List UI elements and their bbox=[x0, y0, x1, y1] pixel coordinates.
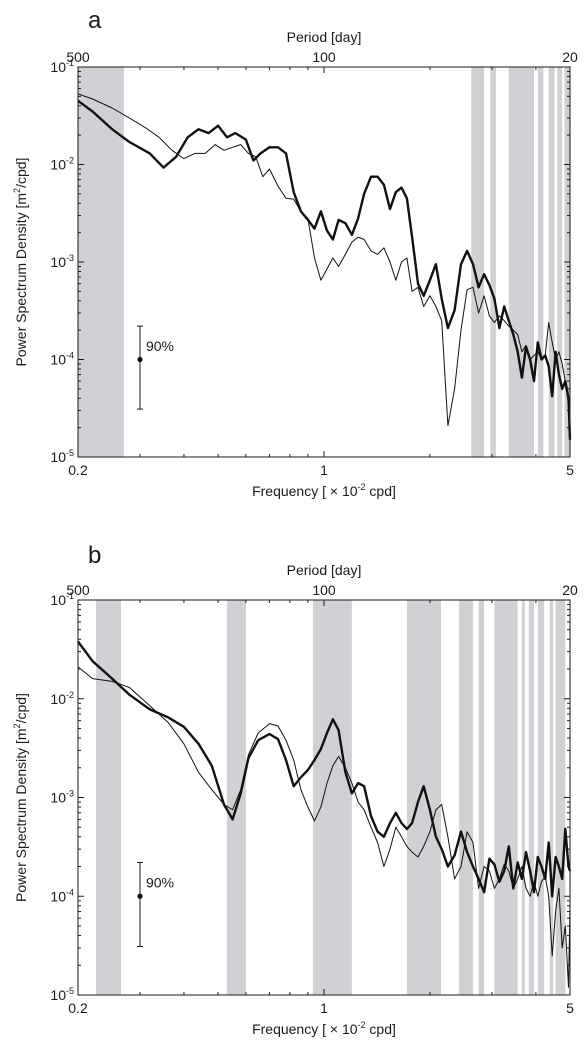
shaded-band bbox=[528, 600, 534, 995]
shaded-band bbox=[521, 600, 525, 995]
x-tick-label: 0.2 bbox=[68, 462, 88, 478]
confidence-center-dot bbox=[137, 893, 143, 899]
x-tick-label: 5 bbox=[566, 462, 574, 478]
shaded-band bbox=[78, 67, 124, 457]
shaded-band bbox=[537, 67, 544, 457]
y-tick-label: 10-3 bbox=[50, 253, 74, 270]
shaded-band bbox=[312, 600, 352, 995]
x-tick-label: 5 bbox=[566, 1000, 574, 1016]
panel-letter: a bbox=[88, 7, 102, 34]
shaded-band bbox=[459, 600, 473, 995]
period-tick-label: 100 bbox=[312, 582, 336, 598]
x-tick-label: 1 bbox=[320, 1000, 328, 1016]
y-tick-label: 10-1 bbox=[50, 58, 74, 75]
period-tick-label: 20 bbox=[562, 49, 578, 65]
y-tick-label: 10-2 bbox=[50, 156, 74, 173]
confidence-label: 90% bbox=[146, 874, 174, 890]
x-tick-label: 0.2 bbox=[68, 1000, 88, 1016]
panel-b: 10-5 10-4 10-3 10-2 10-1 0.2 1 5 500 100 20 Period … bbox=[12, 542, 578, 1037]
shaded-band bbox=[537, 600, 545, 995]
series-thin-line bbox=[77, 93, 571, 428]
confidence-center-dot bbox=[137, 356, 143, 363]
frequency-axis-title: Frequency [ × 10-2 cpd] bbox=[252, 482, 396, 499]
y-axis-title: Power Spectrum Density [m2/cpd] bbox=[12, 693, 29, 902]
panel-a: 10-5 10-4 10-3 10-2 10-1 0.2 1 5 500 100 20 Period … bbox=[12, 7, 578, 499]
shaded-band bbox=[549, 600, 554, 995]
period-tick-label: 20 bbox=[562, 582, 578, 598]
period-axis-title: Period [day] bbox=[287, 562, 362, 578]
shaded-band bbox=[508, 67, 534, 457]
shaded-band bbox=[226, 600, 246, 995]
frequency-axis-title: Frequency [ × 10-2 cpd] bbox=[252, 1020, 396, 1037]
y-tick-label: 10-5 bbox=[50, 986, 74, 1003]
series-thin-line bbox=[77, 666, 571, 988]
y-tick-label: 10-4 bbox=[50, 351, 74, 368]
shaded-band bbox=[471, 67, 485, 457]
series-thick-line bbox=[77, 99, 572, 440]
period-tick-label: 500 bbox=[66, 582, 90, 598]
y-tick-label: 10-4 bbox=[50, 887, 74, 904]
shaded-band bbox=[557, 67, 563, 457]
shaded-band bbox=[490, 67, 496, 457]
shaded-band bbox=[96, 600, 122, 995]
y-axis-title: Power Spectrum Density [m2/cpd] bbox=[12, 158, 29, 367]
y-tick-label: 10-5 bbox=[50, 448, 74, 465]
confidence-label: 90% bbox=[146, 338, 174, 354]
y-tick-label: 10-3 bbox=[50, 789, 74, 806]
shaded-band bbox=[406, 600, 442, 995]
y-tick-label: 10-1 bbox=[50, 591, 74, 608]
period-tick-label: 100 bbox=[312, 49, 336, 65]
x-tick-label: 1 bbox=[320, 462, 328, 478]
plot-frame bbox=[77, 66, 571, 458]
panel-letter: b bbox=[88, 542, 101, 569]
period-axis-title: Period [day] bbox=[287, 29, 362, 45]
series-thick-line bbox=[77, 640, 572, 898]
period-tick-label: 500 bbox=[66, 49, 90, 65]
shaded-band bbox=[478, 600, 485, 995]
shaded-band bbox=[548, 67, 555, 457]
y-tick-label: 10-2 bbox=[50, 690, 74, 707]
shaded-band bbox=[555, 600, 566, 995]
shaded-band bbox=[494, 600, 518, 995]
